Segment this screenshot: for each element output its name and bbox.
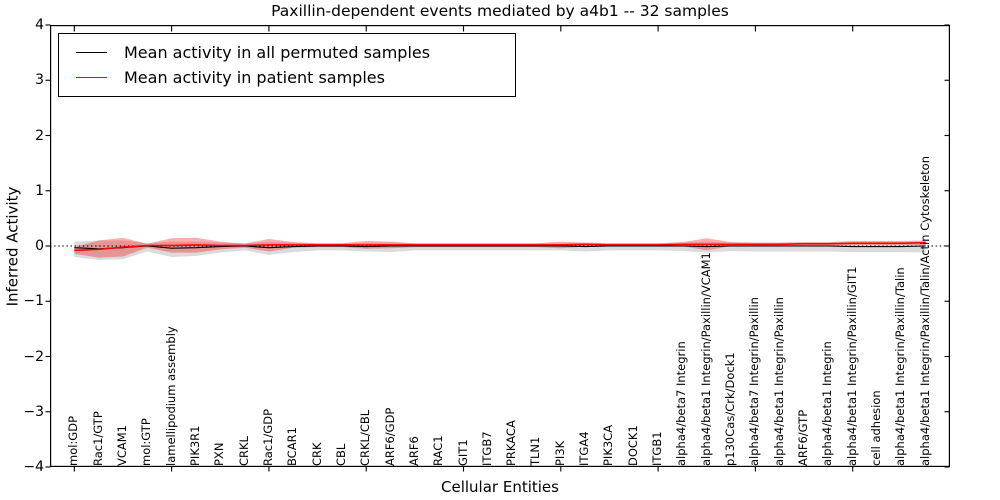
- x-tick-label: DOCK1: [625, 425, 640, 466]
- x-tick-label: CBL: [333, 443, 348, 466]
- x-axis-label: Cellular Entities: [441, 478, 559, 496]
- x-tick-label: alpha4/beta7 Integrin/Paxillin: [747, 297, 762, 466]
- x-tick-label: GIT1: [455, 439, 470, 466]
- x-tick-label: CRK: [309, 442, 324, 466]
- x-tick-label: PIK3R1: [187, 425, 202, 467]
- x-tick-label: alpha4/beta1 Integrin/Paxillin: [771, 297, 786, 466]
- x-tick-label: CRKL/CBL: [358, 409, 373, 466]
- legend-label-patient: Mean activity in patient samples: [124, 67, 385, 87]
- x-tick-label: alpha4/beta1 Integrin/Paxillin/GIT1: [844, 266, 859, 466]
- legend-entry-patient: Mean activity in patient samples: [59, 67, 515, 87]
- x-tick-label: CRKL: [236, 436, 251, 466]
- y-tick-label: −2: [23, 348, 44, 365]
- x-tick-label: ARF6: [406, 436, 421, 466]
- x-tick-label: PIK3CA: [601, 424, 616, 466]
- permuted-line-swatch: [76, 52, 107, 54]
- x-tick-label: ARF6/GDP: [382, 407, 397, 466]
- x-tick-label: cell adhesion: [869, 390, 884, 466]
- x-tick-label: mol:GTP: [139, 418, 154, 466]
- x-tick-label: alpha4/beta1 Integrin: [820, 341, 835, 466]
- x-tick-label: ARF6/GTP: [796, 409, 811, 466]
- y-tick-label: −1: [23, 293, 44, 310]
- x-tick-label: alpha4/beta1 Integrin/Paxillin/Talin/Act…: [917, 156, 932, 466]
- legend-entry-permuted: Mean activity in all permuted samples: [59, 44, 515, 62]
- x-tick-label: mol:GDP: [66, 415, 81, 466]
- x-tick-label: alpha4/beta1 Integrin/Paxillin/VCAM1: [698, 252, 713, 466]
- y-tick-label: −4: [23, 459, 44, 475]
- x-tick-label: alpha4/beta7 Integrin: [674, 341, 689, 466]
- permuted-mean-line: [74, 245, 926, 250]
- x-tick-label: ITGA4: [577, 431, 592, 466]
- plot-area: [45, 24, 950, 472]
- y-tick-label: 3: [35, 72, 44, 89]
- x-tick-label: PXN: [212, 442, 227, 466]
- y-tick-label: 4: [35, 17, 44, 33]
- patient-mean-line: [74, 241, 926, 252]
- legend-label-permuted: Mean activity in all permuted samples: [124, 42, 431, 62]
- x-tick-label: VCAM1: [114, 424, 129, 466]
- legend: Mean activity in all permuted samples Me…: [58, 33, 516, 97]
- x-tick-label: RAC1: [431, 435, 446, 466]
- patient-band: [74, 237, 926, 258]
- x-tick-label: PRKACA: [504, 420, 519, 466]
- x-tick-label: TLN1: [528, 436, 543, 466]
- x-tick-label: Rac1/GDP: [260, 408, 275, 466]
- x-tick-label: p130Cas/Crk/Dock1: [723, 352, 738, 466]
- plot-border: [50, 25, 950, 467]
- x-tick-label: alpha4/beta1 Integrin/Paxillin/Talin: [893, 267, 908, 466]
- patient-line-swatch: [76, 76, 107, 78]
- y-tick-label: −3: [23, 403, 44, 420]
- x-tick-label: PI3K: [552, 440, 567, 466]
- x-tick-label: lamellipodium assembly: [163, 326, 178, 466]
- x-tick-label: Rac1/GTP: [90, 411, 105, 466]
- chart-title: Paxillin-dependent events mediated by a4…: [271, 2, 729, 20]
- x-tick-label: ITGB1: [650, 431, 665, 466]
- x-tick-label: BCAR1: [285, 427, 300, 466]
- y-tick-label: 2: [35, 127, 44, 144]
- y-tick-label: 1: [35, 182, 44, 199]
- y-tick-label: 0: [35, 238, 44, 254]
- x-tick-label: ITGB7: [479, 431, 494, 466]
